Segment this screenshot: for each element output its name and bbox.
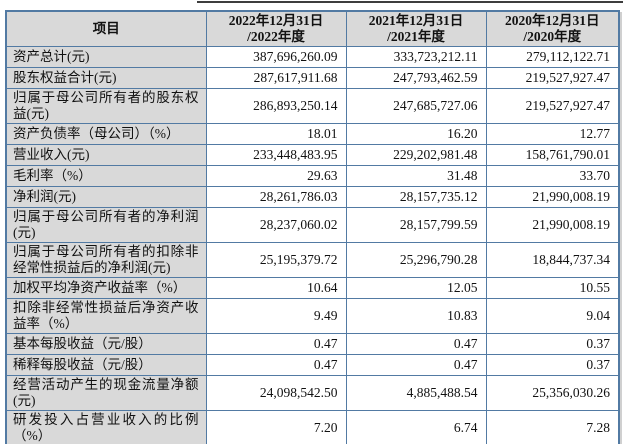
table-row: 经营活动产生的现金流量净额(元) 24,098,542.50 4,885,488… (5, 375, 620, 411)
value-cell: 0.47 (345, 333, 487, 355)
value-cell: 25,195,379.72 (205, 242, 347, 278)
value-cell: 219,527,927.47 (485, 88, 620, 124)
value-cell: 158,761,790.01 (485, 144, 620, 166)
row-label: 稀释每股收益（元/股） (5, 354, 207, 376)
value-cell: 9.04 (485, 298, 620, 334)
value-cell: 31.48 (345, 165, 487, 187)
value-cell: 233,448,483.95 (205, 144, 347, 166)
value-cell: 29.63 (205, 165, 347, 187)
row-label: 资产负债率（母公司）（%） (5, 123, 207, 145)
value-cell: 219,527,927.47 (485, 67, 620, 89)
row-label: 基本每股收益（元/股） (5, 333, 207, 355)
table-row: 资产总计(元) 387,696,260.09 333,723,212.11 27… (5, 46, 620, 68)
value-cell: 247,793,462.59 (345, 67, 487, 89)
value-cell: 0.37 (485, 333, 620, 355)
table-row: 扣除非经常性损益后净资产收益率（%） 9.49 10.83 9.04 (5, 298, 620, 334)
col-header-period-2020: 2020年12月31日 /2020年度 (485, 10, 620, 47)
row-label: 研发投入占营业收入的比例（%） (5, 410, 207, 444)
value-cell: 0.47 (345, 354, 487, 376)
value-cell: 0.47 (205, 333, 347, 355)
col-header-item: 项目 (5, 10, 207, 47)
value-cell: 21,990,008.19 (485, 186, 620, 208)
value-cell: 6.74 (345, 410, 487, 444)
table-row: 毛利率（%） 29.63 31.48 33.70 (5, 165, 620, 187)
value-cell: 286,893,250.14 (205, 88, 347, 124)
row-label: 营业收入(元) (5, 144, 207, 166)
row-label: 归属于母公司所有者的股东权益(元) (5, 88, 207, 124)
value-cell: 10.64 (205, 277, 347, 299)
value-cell: 28,261,786.03 (205, 186, 347, 208)
financial-summary-table: 项目 2022年12月31日 /2022年度 2021年12月31日 /2021… (5, 10, 620, 444)
value-cell: 0.47 (205, 354, 347, 376)
table-row: 股东权益合计(元) 287,617,911.68 247,793,462.59 … (5, 67, 620, 89)
table-row: 资产负债率（母公司）（%） 18.01 16.20 12.77 (5, 123, 620, 145)
value-cell: 387,696,260.09 (205, 46, 347, 68)
value-cell: 279,112,122.71 (485, 46, 620, 68)
table-row: 基本每股收益（元/股） 0.47 0.47 0.37 (5, 333, 620, 355)
value-cell: 18,844,737.34 (485, 242, 620, 278)
value-cell: 4,885,488.54 (345, 375, 487, 411)
row-label: 毛利率（%） (5, 165, 207, 187)
value-cell: 24,098,542.50 (205, 375, 347, 411)
table-row: 归属于母公司所有者的股东权益(元) 286,893,250.14 247,685… (5, 88, 620, 124)
table-row: 净利润(元) 28,261,786.03 28,157,735.12 21,99… (5, 186, 620, 208)
value-cell: 7.28 (485, 410, 620, 444)
table-row: 研发投入占营业收入的比例（%） 7.20 6.74 7.28 (5, 410, 620, 444)
row-label: 扣除非经常性损益后净资产收益率（%） (5, 298, 207, 334)
header-row: 项目 2022年12月31日 /2022年度 2021年12月31日 /2021… (5, 10, 620, 47)
row-label: 归属于母公司所有者的扣除非经常性损益后的净利润(元) (5, 242, 207, 278)
row-label: 经营活动产生的现金流量净额(元) (5, 375, 207, 411)
page-top-rule (197, 1, 623, 3)
row-label: 加权平均净资产收益率（%） (5, 277, 207, 299)
value-cell: 10.55 (485, 277, 620, 299)
value-cell: 28,157,735.12 (345, 186, 487, 208)
col-header-period-2021: 2021年12月31日 /2021年度 (345, 10, 487, 47)
value-cell: 33.70 (485, 165, 620, 187)
row-label: 净利润(元) (5, 186, 207, 208)
row-label: 资产总计(元) (5, 46, 207, 68)
value-cell: 12.05 (345, 277, 487, 299)
table-row: 加权平均净资产收益率（%） 10.64 12.05 10.55 (5, 277, 620, 299)
value-cell: 25,356,030.26 (485, 375, 620, 411)
value-cell: 10.83 (345, 298, 487, 334)
col-header-period-2022: 2022年12月31日 /2022年度 (205, 10, 347, 47)
value-cell: 229,202,981.48 (345, 144, 487, 166)
table-row: 归属于母公司所有者的扣除非经常性损益后的净利润(元) 25,195,379.72… (5, 242, 620, 278)
value-cell: 25,296,790.28 (345, 242, 487, 278)
row-label: 股东权益合计(元) (5, 67, 207, 89)
value-cell: 333,723,212.11 (345, 46, 487, 68)
table-row: 稀释每股收益（元/股） 0.47 0.47 0.37 (5, 354, 620, 376)
value-cell: 28,237,060.02 (205, 207, 347, 243)
table-row: 营业收入(元) 233,448,483.95 229,202,981.48 15… (5, 144, 620, 166)
value-cell: 28,157,799.59 (345, 207, 487, 243)
value-cell: 9.49 (205, 298, 347, 334)
value-cell: 16.20 (345, 123, 487, 145)
value-cell: 287,617,911.68 (205, 67, 347, 89)
table-row: 归属于母公司所有者的净利润(元) 28,237,060.02 28,157,79… (5, 207, 620, 243)
value-cell: 247,685,727.06 (345, 88, 487, 124)
value-cell: 0.37 (485, 354, 620, 376)
value-cell: 12.77 (485, 123, 620, 145)
value-cell: 18.01 (205, 123, 347, 145)
value-cell: 21,990,008.19 (485, 207, 620, 243)
value-cell: 7.20 (205, 410, 347, 444)
row-label: 归属于母公司所有者的净利润(元) (5, 207, 207, 243)
